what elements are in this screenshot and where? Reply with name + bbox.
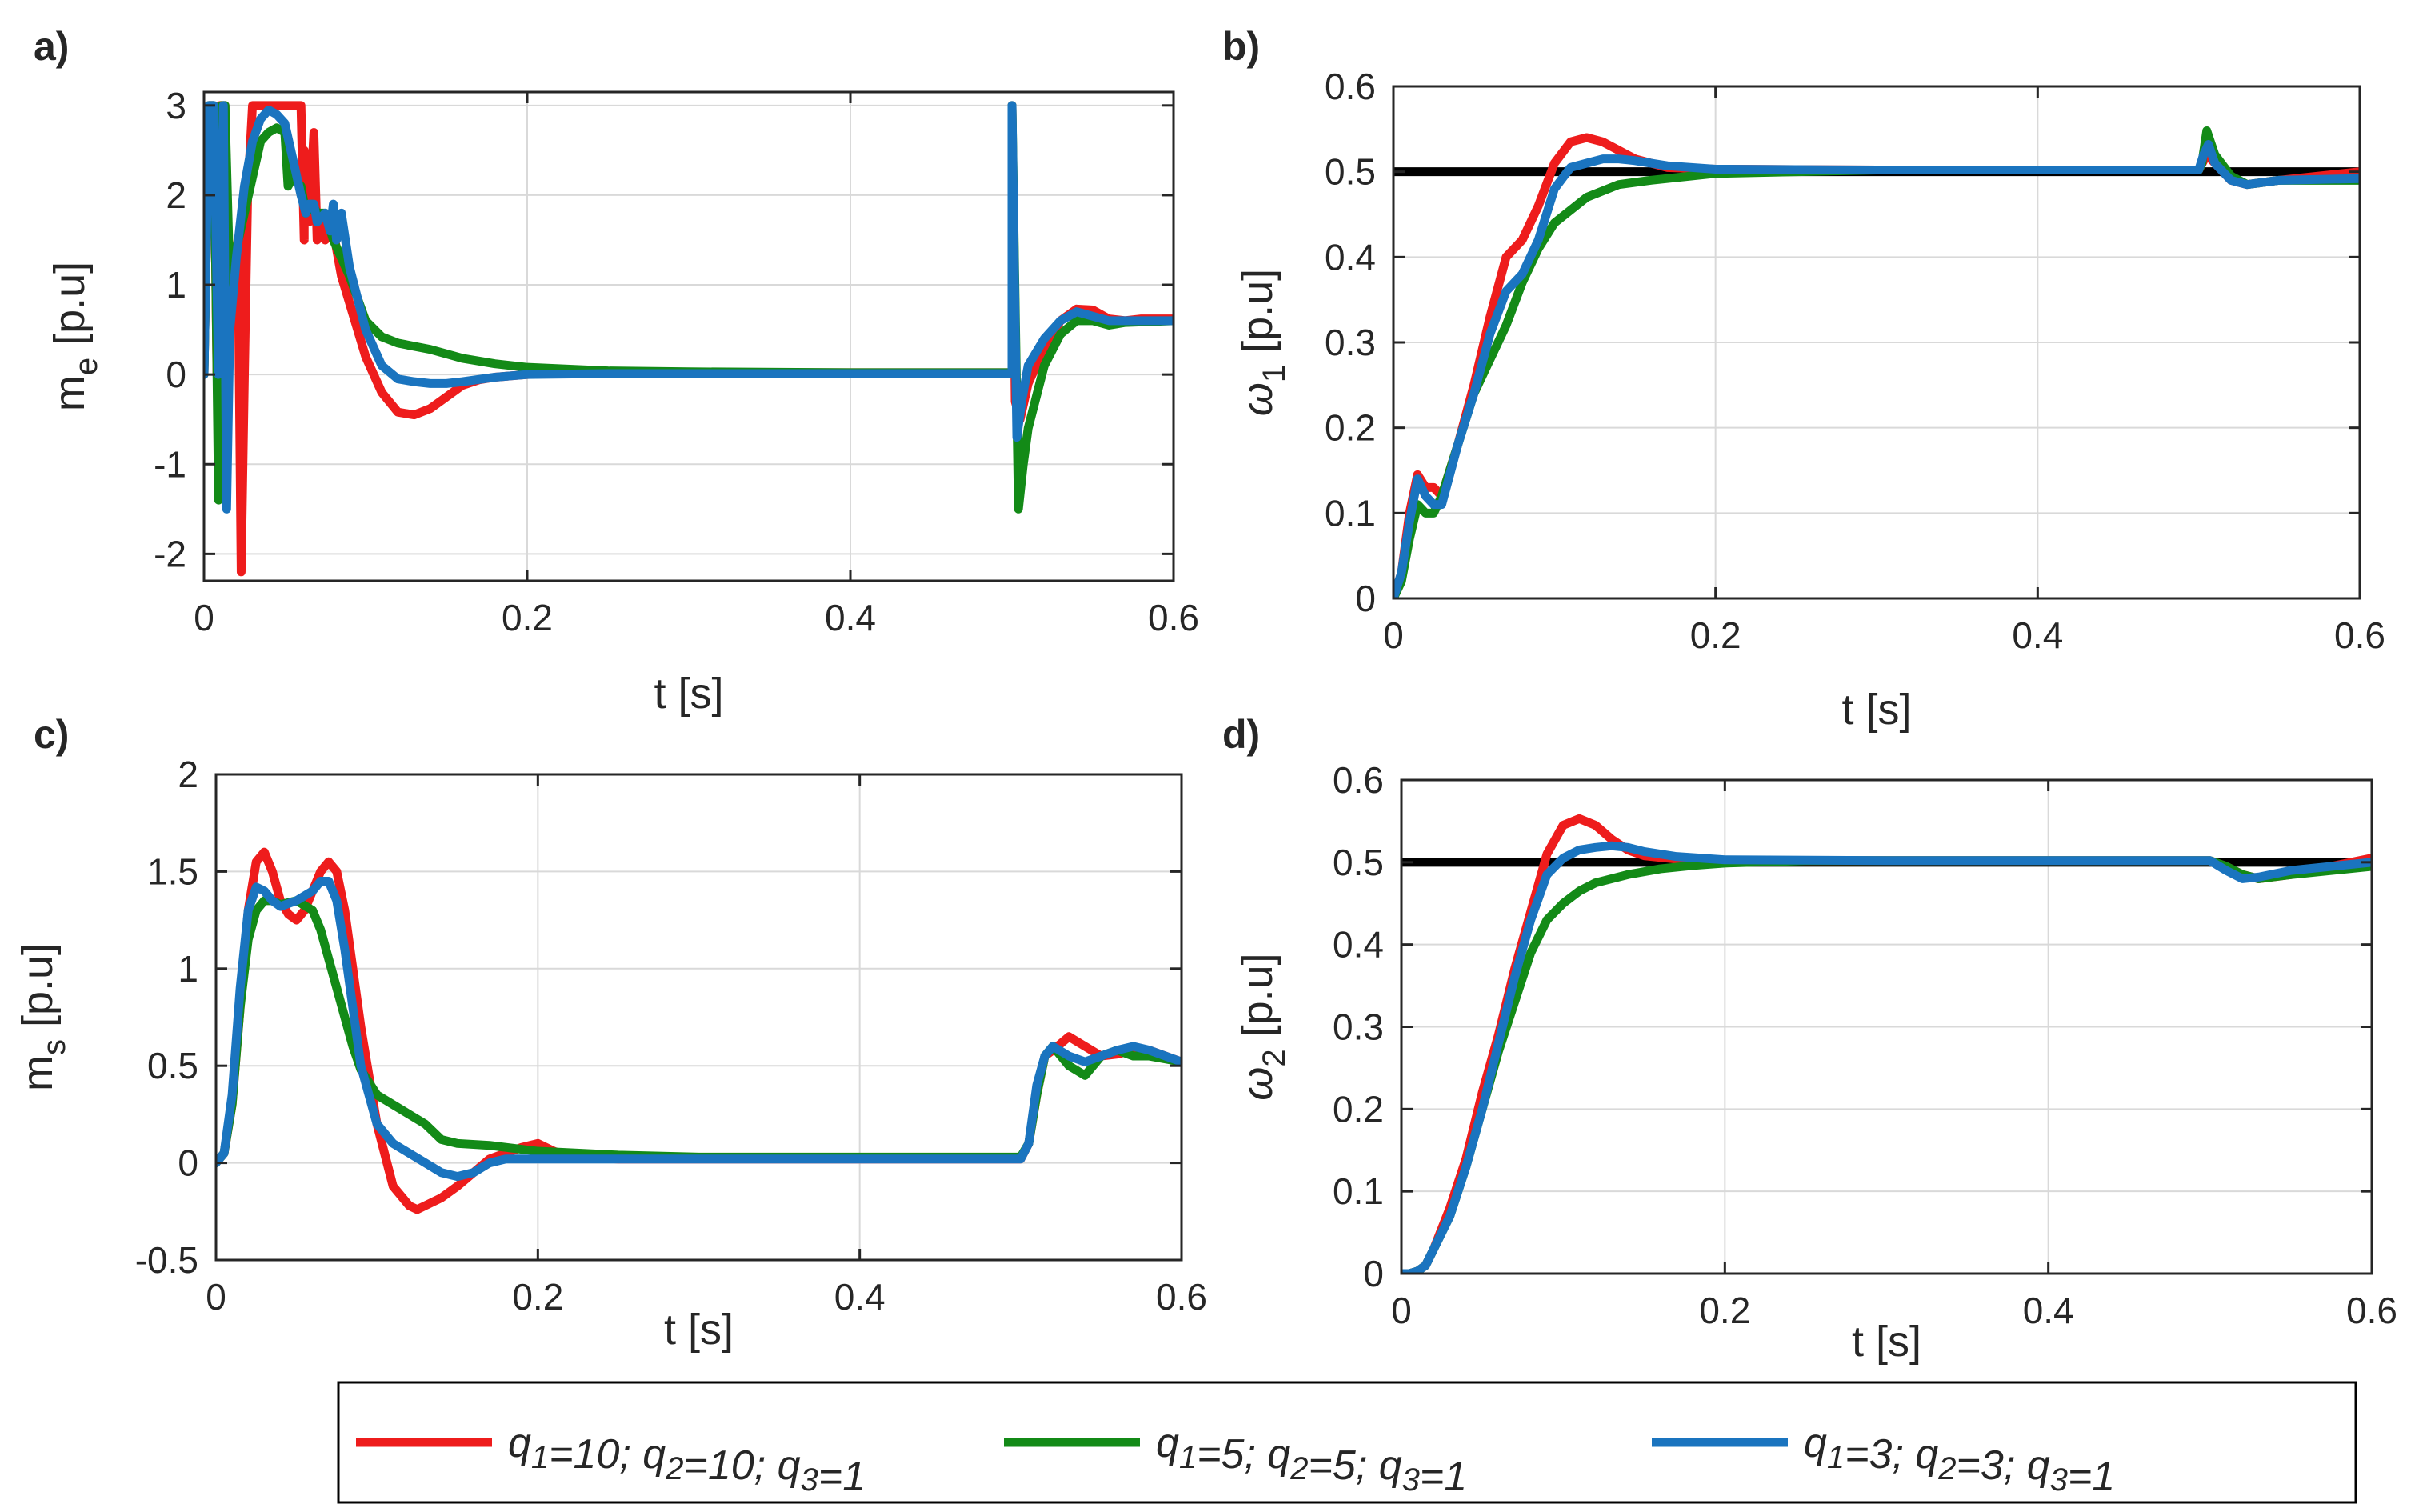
y-tick-label: 0 — [178, 1142, 198, 1184]
y-tick-label: 0.5 — [1333, 842, 1384, 883]
y-tick-label: 0.3 — [1333, 1006, 1384, 1048]
panel-b: b) 0 0.2 0.4 0.6 0 0.1 0.2 0.3 0.4 0.5 0.6 t [s] ω1 [… — [1222, 24, 2385, 734]
x-axis-label: t [s] — [654, 670, 723, 718]
y-tick-label: 1 — [178, 948, 198, 990]
x-tick-label: 0.6 — [2346, 1290, 2397, 1331]
plot-area — [204, 101, 1174, 577]
y-tick-label: 0 — [1355, 578, 1376, 619]
x-tick-label: 0.2 — [512, 1276, 563, 1318]
legend-box — [337, 1381, 2357, 1504]
y-tick-label: 0.2 — [1325, 407, 1376, 449]
plot-area — [1393, 126, 2360, 598]
series-line-blue — [204, 101, 1174, 514]
y-tick-label: -2 — [154, 533, 186, 574]
x-tick-label: 0.4 — [2012, 614, 2063, 656]
series-line-blue — [1401, 841, 2372, 1274]
x-tick-label: 0.4 — [825, 597, 876, 638]
legend-label: q1=5; q2=5; q3=1 — [1156, 1420, 1467, 1500]
y-axis-label: ms [p.u] — [14, 943, 72, 1091]
y-tick-label: 1.5 — [147, 850, 198, 892]
plot-area — [1401, 814, 2372, 1274]
x-tick-label: 0.4 — [2023, 1290, 2074, 1331]
y-tick-label: 0 — [1363, 1253, 1384, 1294]
y-tick-label: 0.5 — [147, 1045, 198, 1086]
ticks: 0 0.2 0.4 0.6 -2 -1 0 1 2 3 — [154, 85, 1199, 638]
y-tick-label: -1 — [154, 443, 186, 485]
series-line-blue — [216, 877, 1182, 1182]
y-tick-label: 2 — [166, 174, 186, 216]
y-tick-label: 0 — [166, 354, 186, 395]
legend-label: q1=10; q2=10; q3=1 — [508, 1420, 866, 1500]
ticks: 0 0.2 0.4 0.6 0 0.1 0.2 0.3 0.4 0.5 0.6 — [1333, 759, 2397, 1331]
series-line-green — [1401, 856, 2372, 1274]
x-tick-label: 0 — [1383, 614, 1404, 656]
y-tick-label: 0.4 — [1325, 236, 1376, 278]
ticks: 0 0.2 0.4 0.6-0.500.511.52 — [135, 754, 1207, 1318]
y-tick-label: 0.2 — [1333, 1088, 1384, 1130]
y-tick-label: 0.4 — [1333, 924, 1384, 966]
series-line-red — [1393, 133, 2360, 598]
x-axis-label: t [s] — [1852, 1318, 1921, 1366]
panel-a: a) 0 0.2 0.4 0.6 -2 -1 0 1 2 3 t [s] me [p.u] — [34, 24, 1199, 718]
y-tick-label: 0.6 — [1333, 759, 1384, 801]
panel-tag: d) — [1222, 712, 1260, 757]
panel-d: d) 0 0.2 0.4 0.6 0 0.1 0.2 0.3 0.4 0.5 0.6 t [s] ω2 [… — [1222, 712, 2397, 1366]
plot-area — [216, 847, 1182, 1214]
axes-frame — [202, 90, 1175, 582]
x-tick-label: 0.2 — [502, 597, 553, 638]
x-tick-label: 0.6 — [1156, 1276, 1207, 1318]
x-tick-label: 0 — [194, 597, 214, 638]
legend-label: q1=3; q2=3; q3=1 — [1804, 1420, 2115, 1500]
x-tick-label: 0.2 — [1699, 1290, 1750, 1331]
ticks: 0 0.2 0.4 0.6 0 0.1 0.2 0.3 0.4 0.5 0.6 — [1325, 66, 2385, 656]
axes-frame — [214, 773, 1183, 1262]
panel-tag: b) — [1222, 24, 1260, 69]
x-axis-label: t [s] — [664, 1306, 734, 1354]
y-tick-label: 0.1 — [1325, 492, 1376, 534]
y-tick-label: 0.3 — [1325, 322, 1376, 363]
y-tick-label: 0.5 — [1325, 151, 1376, 193]
y-tick-label: 3 — [166, 85, 186, 126]
y-tick-label: 2 — [178, 754, 198, 795]
x-tick-label: 0.4 — [834, 1276, 886, 1318]
series-line-red — [204, 101, 1174, 577]
legend: q1=10; q2=10; q3=1 q1=5; q2=5; q3=1 q1=3; … — [337, 1381, 2357, 1504]
x-tick-label: 0 — [206, 1276, 226, 1318]
grid — [204, 92, 1174, 581]
x-axis-label: t [s] — [1841, 686, 1911, 734]
y-axis-label: ω2 [p.u] — [1233, 953, 1292, 1100]
y-tick-label: 1 — [166, 264, 186, 306]
y-tick-label: -0.5 — [135, 1239, 198, 1281]
series-line-blue — [1393, 140, 2360, 598]
x-tick-label: 0.6 — [2334, 614, 2385, 656]
y-tick-label: 0.6 — [1325, 66, 1376, 107]
panel-tag: a) — [34, 24, 69, 69]
x-tick-label: 0 — [1391, 1290, 1412, 1331]
y-axis-label: ω1 [p.u] — [1233, 269, 1292, 416]
y-axis-label: me [p.u] — [46, 262, 104, 411]
x-tick-label: 0.6 — [1148, 597, 1199, 638]
panel-c: c)0 0.2 0.4 0.6-0.500.511.52t [s]ms [p.u] — [14, 712, 1207, 1354]
panel-tag: c) — [34, 712, 69, 757]
y-tick-label: 0.1 — [1333, 1170, 1384, 1212]
x-tick-label: 0.2 — [1690, 614, 1741, 656]
